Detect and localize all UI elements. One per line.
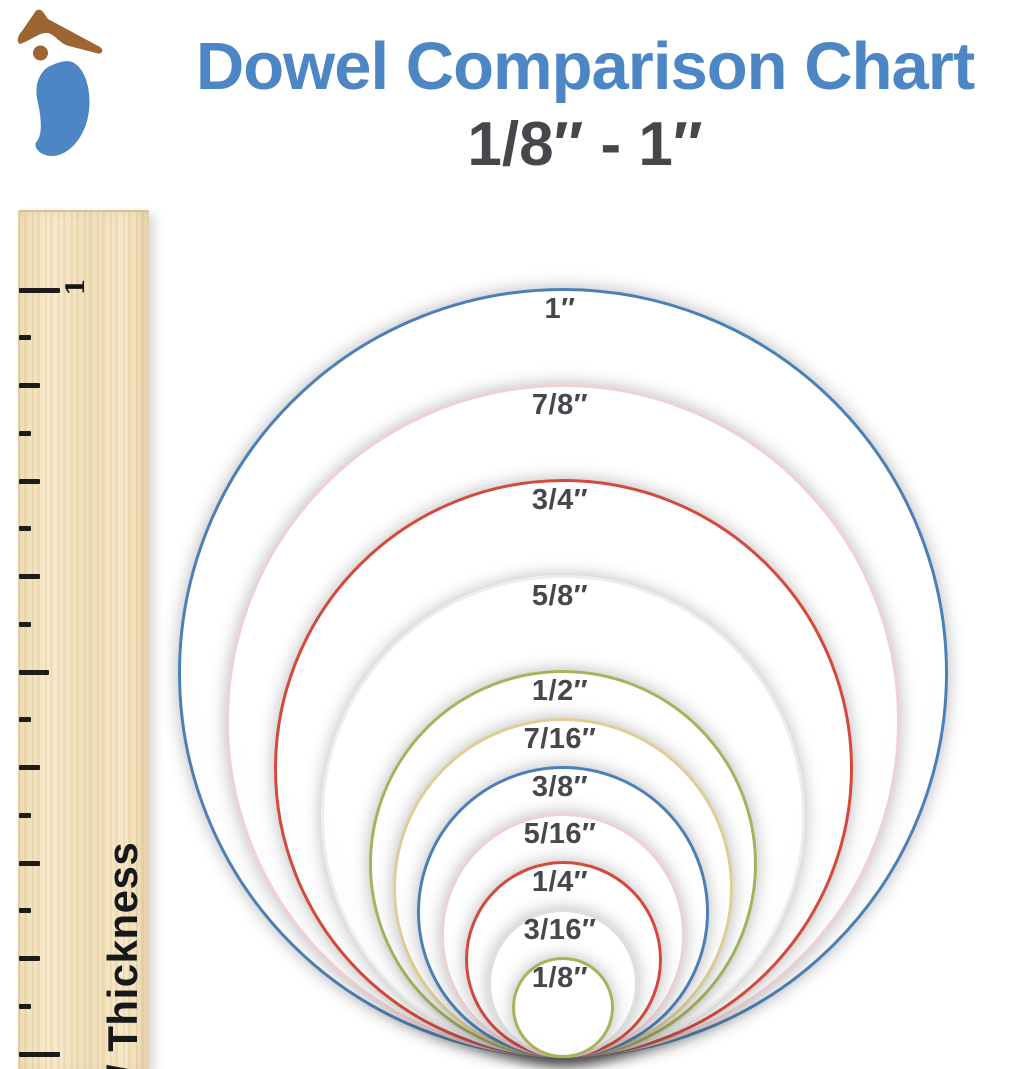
- ruler-tick-sixteenth: [19, 717, 31, 723]
- circle-label-1-8: 1/8″: [531, 961, 589, 994]
- circle-label-5-8: 5/8″: [531, 579, 589, 612]
- page-title: Dowel Comparison Chart: [195, 29, 975, 104]
- ruler-tick-sixteenth: [19, 526, 31, 532]
- circle-label-3-8: 3/8″: [531, 770, 589, 803]
- ruler-inch-label: 1: [61, 278, 90, 296]
- circle-label-5-16: 5/16″: [523, 818, 597, 851]
- ruler-tick-eighth: [19, 765, 40, 770]
- ruler-tick-sixteenth: [19, 812, 31, 818]
- ruler-tick-eighth: [19, 860, 40, 866]
- size-range-subtitle: 1/8″ - 1″: [467, 109, 703, 179]
- ruler-tick-half: [19, 669, 49, 675]
- ruler: 1 Diameter / Thickness: [18, 210, 149, 1069]
- ruler-tick-sixteenth: [19, 1003, 31, 1009]
- ruler-tick-eighth: [19, 383, 40, 388]
- ruler-tick-eighth: [19, 478, 40, 484]
- woodpecker-logo: [17, 9, 103, 157]
- ruler-tick-eighth: [19, 956, 40, 961]
- logo-body-shape: [35, 61, 90, 157]
- ruler-tick-sixteenth: [19, 430, 31, 436]
- dowel-circle-1-8: [512, 956, 614, 1058]
- ruler-tick-sixteenth: [19, 335, 31, 341]
- ruler-tick-eighth: [19, 574, 40, 579]
- header: Dowel Comparison Chart 1/8″ - 1″: [150, 30, 1020, 177]
- circle-label-1: 1″: [544, 293, 576, 325]
- circle-label-1-4: 1/4″: [531, 866, 589, 898]
- circle-label-1-2: 1/2″: [531, 675, 589, 707]
- ruler-tick-sixteenth: [19, 621, 31, 627]
- circle-label-7-8: 7/8″: [531, 388, 589, 421]
- logo-eye-dot: [33, 45, 48, 61]
- circle-label-3-16: 3/16″: [523, 913, 597, 946]
- circle-label-7-16: 7/16″: [523, 722, 597, 755]
- ruler-tick-inch: [19, 1051, 60, 1057]
- ruler-tick-sixteenth: [19, 908, 31, 914]
- logo-crest-shape: [17, 9, 103, 54]
- ruler-tick-inch: [19, 287, 60, 293]
- circle-label-3-4: 3/4″: [531, 484, 589, 516]
- ruler-axis-label: Diameter / Thickness: [99, 841, 146, 1069]
